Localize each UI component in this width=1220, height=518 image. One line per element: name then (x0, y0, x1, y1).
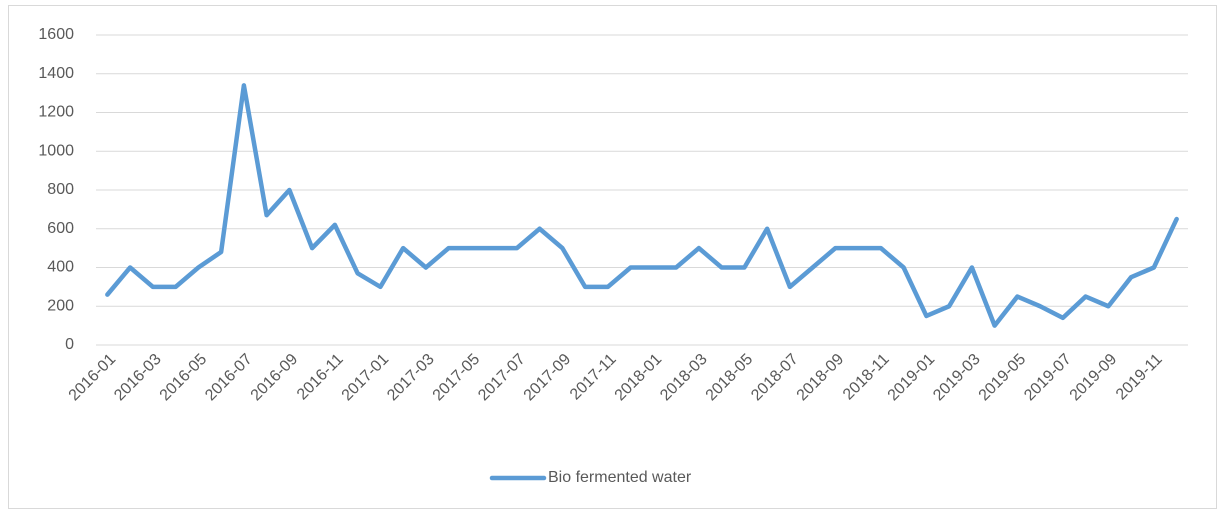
y-tick-label: 600 (47, 220, 74, 237)
y-tick-label: 1200 (38, 104, 74, 121)
chart-frame (8, 5, 1217, 509)
line-series (105, 83, 1179, 328)
y-tick-label: 800 (47, 181, 74, 198)
y-tick-label: 1000 (38, 142, 74, 159)
y-tick-label: 0 (65, 336, 74, 353)
y-tick-label: 1600 (38, 26, 74, 43)
y-tick-label: 1400 (38, 65, 74, 82)
legend-label: Bio fermented water (548, 469, 692, 486)
y-tick-label: 400 (47, 259, 74, 276)
y-tick-label: 200 (47, 297, 74, 314)
